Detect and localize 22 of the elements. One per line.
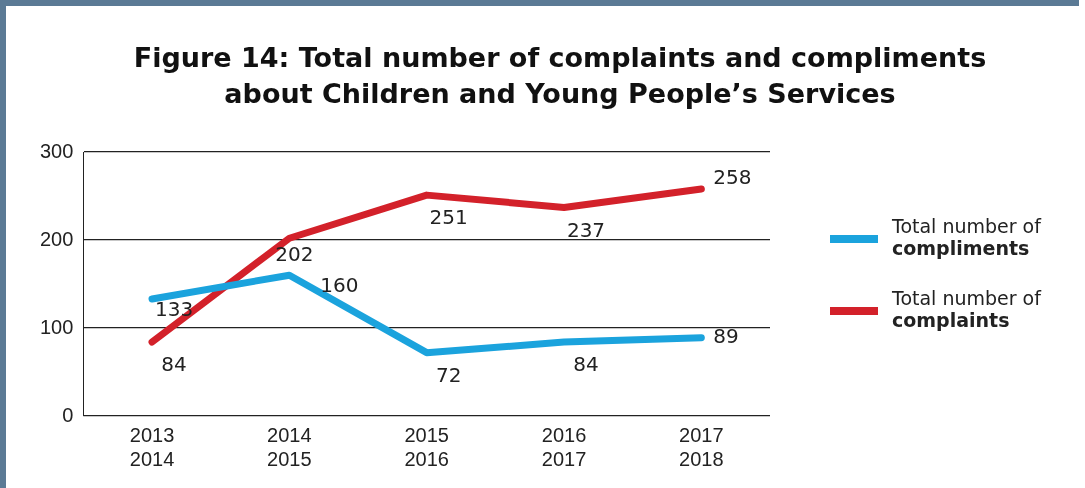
x-tick-label: 2017 2018 (679, 423, 724, 470)
chart-title: Figure 14: Total number of complaints and compliments about Children and Young People’s Services (132, 41, 988, 111)
data-label: 84 (573, 352, 599, 377)
legend-label: Total number of compliments (892, 215, 1041, 259)
data-label: 133 (154, 297, 194, 322)
data-label: 237 (566, 217, 606, 242)
data-label: 258 (713, 165, 752, 190)
legend-label: Total number of complaints (892, 287, 1041, 331)
x-tick-label: 2013 2014 (129, 423, 175, 470)
x-tick-label: 2016 2017 (541, 423, 587, 470)
data-label: 202 (275, 242, 314, 267)
data-label: 160 (320, 273, 359, 298)
y-tick-label: 0 (62, 403, 74, 426)
data-label: 72 (435, 362, 462, 387)
data-label: 84 (161, 352, 187, 377)
y-tick-label: 300 (39, 139, 74, 162)
x-tick-label: 2014 2015 (267, 423, 312, 470)
data-label: 251 (429, 205, 468, 230)
data-label: 89 (713, 323, 739, 348)
y-tick-label: 100 (39, 315, 74, 338)
x-tick-label: 2015 2016 (404, 423, 449, 470)
y-tick-label: 200 (39, 227, 74, 250)
